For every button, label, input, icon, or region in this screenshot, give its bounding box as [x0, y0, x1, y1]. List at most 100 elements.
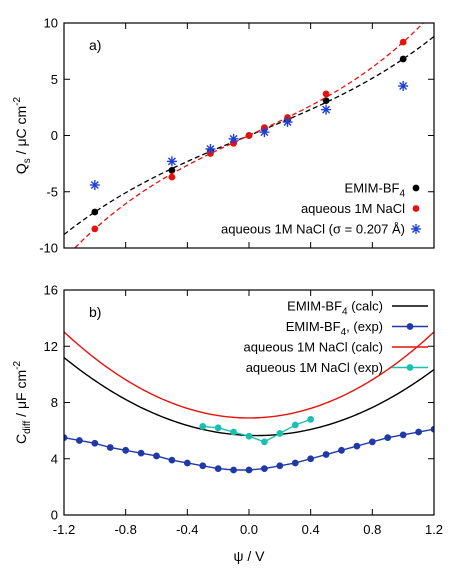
data-point — [399, 431, 407, 439]
data-point — [230, 466, 237, 474]
data-point — [89, 180, 100, 190]
marker-stroke — [412, 225, 420, 233]
plot-area — [64, 331, 434, 474]
data-point — [106, 444, 114, 451]
data-point — [230, 428, 237, 436]
plot-frame — [63, 22, 435, 249]
legend-marker — [412, 184, 420, 192]
data-point — [168, 173, 176, 181]
data-point — [322, 90, 330, 98]
x-tick-label: -1.2 — [53, 522, 75, 537]
y-tick-label: 4 — [51, 451, 58, 466]
y-tick-label: 12 — [44, 339, 58, 354]
legend-label: aqueous 1M NaCl — [301, 201, 405, 216]
data-point — [228, 133, 239, 144]
y-tick-label: 10 — [44, 16, 58, 31]
y-axis-label: Cdiff / μF cm-2 — [12, 361, 33, 444]
marker-stroke — [283, 118, 292, 126]
data-point — [291, 459, 299, 467]
y-tick-label: 0 — [51, 128, 58, 143]
data-point — [368, 438, 376, 446]
y-tick-label: -5 — [46, 184, 58, 199]
y-axis-label-group: Cdiff / μF cm-2 — [12, 361, 33, 444]
y-axis-label: Qs / μC cm-2 — [12, 96, 33, 174]
x-tick-label: 0.0 — [240, 522, 258, 537]
panel-b: -1.2 -0.8 -0.4 0.0 0.4 0.8 1.2 0 4 8 12 16 b) Cdiff /… — [12, 283, 443, 565]
data-point — [214, 424, 222, 432]
data-point — [276, 462, 284, 470]
marker-stroke — [260, 128, 269, 137]
data-point — [307, 455, 315, 463]
data-point — [76, 437, 83, 444]
data-point — [245, 132, 253, 139]
y-axis-label-group: Qs / μC cm-2 — [12, 96, 33, 174]
data-point — [282, 117, 293, 127]
y-tick-label: -10 — [39, 241, 58, 256]
legend-marker — [406, 323, 414, 330]
data-point — [205, 144, 216, 154]
legend-label: aqueous 1M NaCl (exp) — [246, 360, 383, 375]
plot-area — [64, 23, 434, 248]
data-point — [137, 449, 145, 457]
data-point — [291, 421, 299, 429]
data-point — [307, 415, 315, 423]
marker-stroke — [206, 145, 215, 153]
data-point — [415, 428, 422, 436]
data-point — [321, 104, 332, 115]
data-point — [398, 81, 409, 91]
x-axis-label: ψ / V — [234, 548, 266, 564]
legend-label: aqueous 1M NaCl (calc) — [244, 340, 383, 355]
data-point — [199, 462, 207, 470]
y-tick-label: 8 — [51, 395, 58, 410]
x-tick-label: 1.2 — [425, 522, 443, 537]
x-tick-label: -0.8 — [114, 522, 136, 537]
data-point — [322, 451, 330, 458]
data-point — [91, 439, 99, 447]
data-point — [276, 430, 284, 437]
data-point — [399, 38, 407, 46]
data-point — [384, 434, 392, 442]
panel-label: a) — [89, 37, 101, 53]
data-point — [166, 156, 177, 167]
data-point — [91, 208, 99, 216]
legend-marker — [411, 224, 421, 234]
data-point — [183, 459, 191, 467]
data-point — [168, 456, 176, 464]
legend-label: EMIM-BF4 (calc) — [287, 299, 383, 318]
legend-marker — [412, 205, 420, 212]
data-point — [245, 432, 253, 440]
data-point — [261, 465, 268, 472]
marker-stroke — [322, 105, 331, 114]
x-tick-label: -0.4 — [176, 522, 198, 537]
y-tick-label: 16 — [44, 283, 58, 298]
legend-marker — [406, 364, 414, 371]
data-point — [64, 434, 68, 442]
data-point — [259, 127, 270, 138]
y-tick-label: 5 — [51, 72, 58, 87]
data-point — [430, 425, 434, 433]
marker-stroke — [229, 134, 238, 143]
data-point — [199, 423, 207, 430]
marker-stroke — [90, 181, 99, 189]
data-point — [153, 452, 160, 460]
marker-stroke — [167, 157, 176, 166]
legend-label: aqueous 1M NaCl (σ = 0.207 Å) — [221, 222, 405, 237]
x-tick-label: 0.4 — [302, 522, 320, 537]
data-point — [91, 225, 99, 233]
marker-stroke — [399, 82, 408, 90]
data-point — [214, 465, 222, 472]
plot-frame — [63, 289, 435, 516]
data-point — [245, 466, 253, 474]
series-line — [64, 331, 434, 419]
data-point — [261, 438, 268, 446]
legend-label: EMIM-BF4, (exp) — [286, 319, 383, 338]
data-point — [122, 446, 130, 454]
legend-label: EMIM-BF4 — [345, 181, 406, 200]
data-point — [353, 442, 361, 450]
data-point — [399, 55, 407, 63]
data-point — [338, 446, 345, 454]
panel-label: b) — [89, 304, 101, 320]
x-tick-label: 0.8 — [363, 522, 381, 537]
